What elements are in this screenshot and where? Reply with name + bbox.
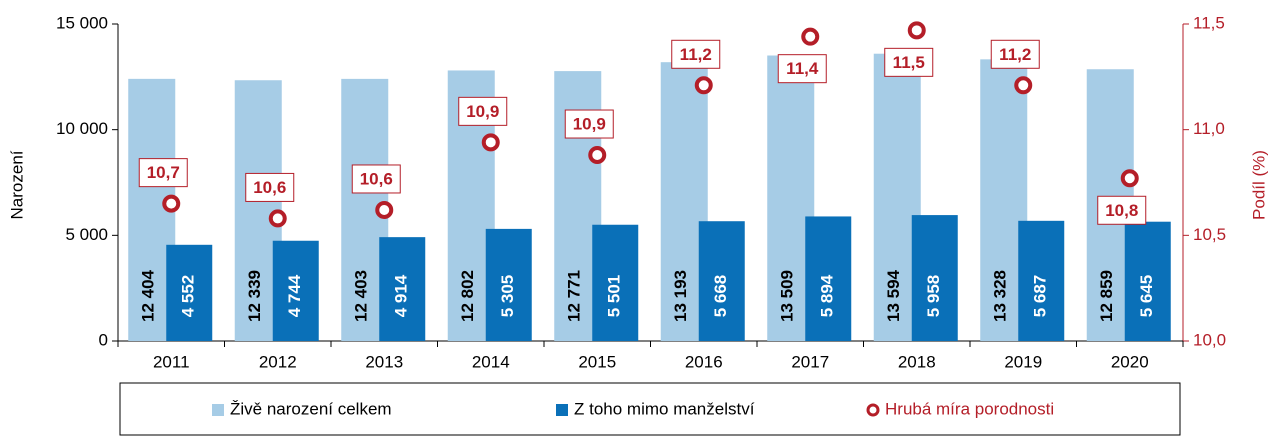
legend-box (119, 382, 1181, 436)
point (588, 146, 607, 165)
point-label-box (351, 164, 401, 194)
x-tick-label: 2018 (898, 352, 936, 371)
x-tick-label: 2011 (153, 352, 190, 371)
legend-swatch (556, 404, 568, 416)
bar-value-label: 12 339 (245, 270, 264, 322)
point-label-box (245, 172, 295, 202)
bar (911, 215, 958, 341)
bar-value-label: 5 645 (1137, 275, 1156, 318)
bar (698, 221, 745, 341)
point-value-label: 11,4 (786, 59, 819, 78)
point-value-label: 11,2 (680, 45, 712, 64)
point-value-label: 10,9 (466, 102, 499, 121)
bar-value-label: 13 193 (671, 270, 690, 322)
legend-swatch (866, 403, 880, 417)
legend-label: Živě narození celkem (230, 399, 392, 418)
point-value-label: 11,2 (999, 45, 1031, 64)
y-tick-label: 15 000 (56, 13, 108, 32)
point-label-box (564, 109, 614, 139)
y-tick-label: 10 000 (56, 119, 108, 138)
bar (805, 216, 852, 341)
bar-value-label: 13 509 (778, 270, 797, 322)
y2-tick-label: 11,0 (1193, 119, 1225, 138)
y2-tick-label: 10,0 (1193, 330, 1226, 349)
point (694, 76, 713, 95)
point-label-box (884, 47, 934, 77)
x-tick-label: 2016 (685, 352, 723, 371)
point-value-label: 10,7 (147, 163, 180, 182)
bar-value-label: 12 771 (565, 270, 584, 322)
bar-value-label: 12 859 (1097, 270, 1116, 322)
x-tick-label: 2019 (1004, 352, 1042, 371)
y2-axis-label: Podíl (%) (1249, 150, 1268, 220)
y-tick-label: 0 (99, 330, 108, 349)
point-value-label: 10,6 (253, 178, 286, 197)
point-label-box (777, 54, 827, 84)
bar-value-label: 13 594 (884, 269, 903, 322)
bar (379, 237, 426, 341)
point (162, 194, 181, 213)
point-value-label: 10,6 (360, 169, 393, 188)
bar (166, 244, 213, 341)
point-value-label: 11,5 (893, 53, 925, 72)
point-value-label: 10,9 (573, 115, 606, 134)
legend-label: Hrubá míra porodnosti (885, 399, 1054, 418)
bar-value-label: 12 403 (352, 270, 371, 322)
point-label-box (671, 39, 721, 69)
bar-value-label: 5 958 (924, 275, 943, 318)
bar-value-label: 5 894 (818, 274, 837, 317)
bar-value-label: 4 744 (285, 274, 304, 317)
x-tick-label: 2013 (365, 352, 403, 371)
legend-label: Z toho mimo manželství (574, 399, 755, 418)
point (1120, 169, 1139, 188)
bar-value-label: 5 501 (605, 275, 624, 318)
point (801, 27, 820, 46)
x-tick-label: 2017 (791, 352, 829, 371)
point-label-box (138, 158, 188, 188)
y-axis-label: Narození (7, 150, 26, 219)
bar (272, 240, 319, 341)
y2-tick-label: 11,5 (1193, 13, 1225, 32)
point-label-box (1097, 195, 1147, 225)
bar (485, 228, 532, 341)
point-label-box (990, 39, 1040, 69)
point (481, 133, 500, 152)
x-tick-label: 2014 (472, 352, 510, 371)
point (907, 21, 926, 40)
point-value-label: 10,8 (1105, 201, 1138, 220)
point (375, 200, 394, 219)
point (1014, 76, 1033, 95)
x-tick-label: 2012 (259, 352, 297, 371)
bar-value-label: 4 914 (392, 274, 411, 317)
bar (592, 224, 639, 341)
bar (1124, 221, 1171, 341)
bar-value-label: 5 668 (711, 275, 730, 318)
point (268, 209, 287, 228)
bar-value-label: 5 687 (1031, 275, 1050, 318)
point-label-box (458, 96, 508, 126)
y2-tick-label: 10,5 (1193, 225, 1226, 244)
bar (1018, 220, 1065, 341)
x-tick-label: 2020 (1111, 352, 1149, 371)
x-tick-label: 2015 (578, 352, 616, 371)
bar-value-label: 5 305 (498, 275, 517, 318)
bar-value-label: 4 552 (179, 275, 198, 318)
bar-value-label: 12 802 (458, 270, 477, 322)
bar-value-label: 12 404 (139, 269, 158, 322)
legend-swatch (212, 404, 224, 416)
bar-value-label: 13 328 (991, 270, 1010, 322)
y-tick-label: 5 000 (65, 225, 108, 244)
